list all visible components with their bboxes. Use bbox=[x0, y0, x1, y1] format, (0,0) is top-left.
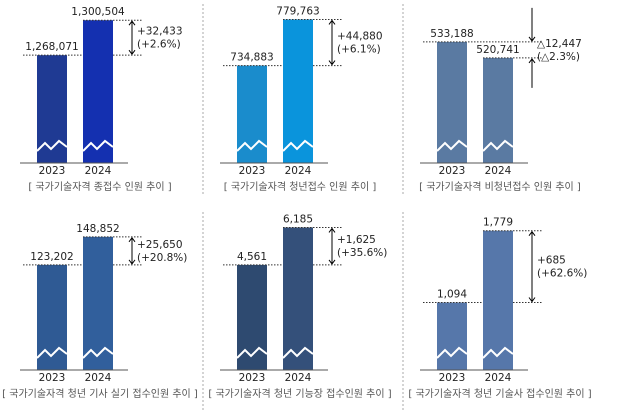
x-tick-label: 2024 bbox=[485, 372, 512, 384]
change-value: +25,650 bbox=[137, 239, 183, 251]
arrow-head bbox=[328, 60, 336, 66]
value-label: 1,300,504 bbox=[71, 6, 125, 18]
axis-break bbox=[236, 346, 268, 359]
arrow-head bbox=[528, 297, 536, 303]
x-tick-label: 2023 bbox=[439, 165, 466, 177]
change-percent: (△2.3%) bbox=[537, 51, 580, 63]
bar bbox=[83, 236, 113, 370]
value-label: 520,741 bbox=[476, 44, 519, 56]
axis-break bbox=[482, 346, 514, 359]
change-percent: (+20.8%) bbox=[137, 252, 187, 264]
axis-break bbox=[36, 346, 68, 359]
value-label: 148,852 bbox=[76, 223, 119, 235]
x-tick-label: 2024 bbox=[85, 165, 112, 177]
value-label: 1,268,071 bbox=[25, 41, 78, 53]
arrow-head bbox=[128, 20, 136, 26]
arrow-head bbox=[528, 230, 536, 237]
axis-break bbox=[282, 139, 314, 152]
axis-break bbox=[36, 139, 68, 152]
change-percent: (+35.6%) bbox=[337, 247, 387, 259]
arrow-head bbox=[528, 58, 536, 64]
bar bbox=[83, 20, 113, 164]
change-value: +32,433 bbox=[137, 26, 183, 38]
bar bbox=[483, 230, 513, 370]
change-value: +685 bbox=[537, 255, 566, 267]
value-label: 779,763 bbox=[276, 5, 319, 17]
caption: [ 국가기술자격 청년접수 인원 추이 ] bbox=[224, 180, 377, 193]
value-label: 6,185 bbox=[283, 213, 313, 225]
arrow-head bbox=[328, 19, 336, 25]
arrow-head bbox=[128, 236, 136, 243]
axis-break bbox=[82, 346, 114, 359]
bar bbox=[283, 227, 313, 370]
x-tick-label: 2023 bbox=[439, 372, 466, 384]
x-tick-label: 2023 bbox=[39, 165, 66, 177]
caption: [ 국가기술자격 청년 기술사 접수인원 추이 ] bbox=[408, 387, 591, 400]
value-label: 123,202 bbox=[30, 251, 73, 263]
x-tick-label: 2023 bbox=[239, 165, 266, 177]
x-tick-label: 2024 bbox=[485, 165, 512, 177]
x-tick-label: 2023 bbox=[39, 372, 66, 384]
change-percent: (+62.6%) bbox=[537, 268, 587, 280]
value-label: 734,883 bbox=[230, 52, 273, 64]
arrow-head bbox=[128, 49, 136, 56]
x-tick-label: 2024 bbox=[285, 372, 312, 384]
caption: [ 국가기술자격 종접수 인원 추이 ] bbox=[28, 180, 171, 193]
caption: [ 국가기술자격 비청년접수 인원 추이 ] bbox=[419, 180, 581, 193]
bar bbox=[283, 19, 313, 164]
change-percent: (+6.1%) bbox=[337, 44, 381, 56]
caption: [ 국가기술자격 청년 기사 실기 접수인원 추이 ] bbox=[2, 387, 198, 400]
arrow-head bbox=[128, 259, 136, 265]
change-value: +1,625 bbox=[337, 234, 376, 246]
axis-break bbox=[436, 346, 468, 359]
value-label: 533,188 bbox=[430, 28, 473, 40]
arrow-head bbox=[328, 259, 336, 265]
arrow-head bbox=[528, 36, 536, 42]
caption: [ 국가기술자격 청년 기능장 접수인원 추이 ] bbox=[208, 387, 391, 400]
change-value: +44,880 bbox=[337, 31, 383, 43]
x-tick-label: 2023 bbox=[239, 372, 266, 384]
value-label: 4,561 bbox=[237, 251, 267, 263]
axis-break bbox=[236, 139, 268, 152]
change-percent: (+2.6%) bbox=[137, 39, 181, 51]
value-label: 1,779 bbox=[483, 217, 513, 229]
value-label: 1,094 bbox=[437, 289, 467, 301]
arrow-head bbox=[328, 227, 336, 233]
axis-break bbox=[282, 346, 314, 359]
axis-break bbox=[482, 139, 514, 152]
bar bbox=[437, 302, 467, 370]
x-tick-label: 2024 bbox=[285, 165, 312, 177]
axis-break bbox=[82, 139, 114, 152]
axis-break bbox=[436, 139, 468, 152]
change-value: △12,447 bbox=[537, 38, 582, 50]
x-tick-label: 2024 bbox=[85, 372, 112, 384]
